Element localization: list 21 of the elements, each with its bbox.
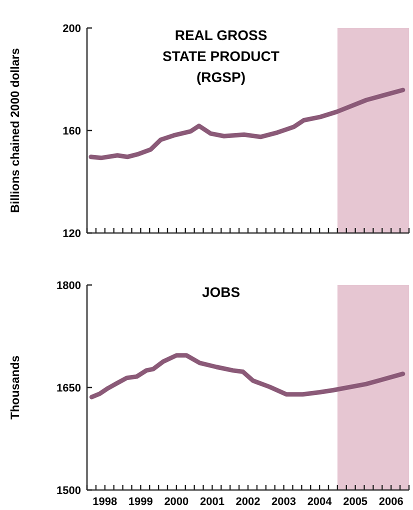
x-tick-label: 2000 [164,496,189,508]
y-tick-label: 1800 [56,280,81,292]
y-axis-title: Thousands [8,355,22,420]
x-tick-label: 2002 [236,496,260,508]
x-tick-label: 1999 [128,496,153,508]
y-tick-label: 120 [62,228,81,240]
x-tick-label: 2003 [272,496,296,508]
line-series [89,353,406,400]
y-tick-label: 160 [62,125,81,138]
x-tick-label: 2005 [343,496,368,508]
x-tick-label: 1998 [92,496,118,508]
y-tick-label: 1650 [56,382,81,394]
chart-title: JOBS [202,284,240,300]
x-tick-label: 2001 [200,496,224,508]
x-tick-label: 2006 [378,496,404,508]
y-tick-label: 1500 [56,484,81,497]
line-series [88,88,406,160]
y-tick-label: 200 [62,22,81,35]
x-tick-label: 2004 [307,496,333,508]
y-axis-title: Billions chained 2000 dollars [8,48,22,213]
text: REAL GROSS STATE PRODUCT (RGSP) [162,27,280,85]
